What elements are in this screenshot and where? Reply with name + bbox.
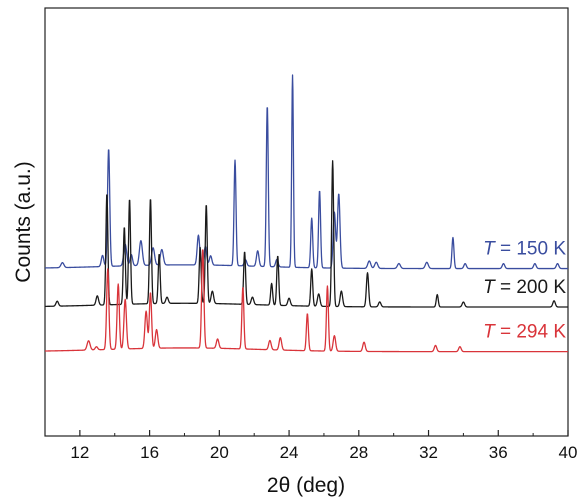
x-tick-label: 40 [559,443,578,462]
series-line-3 [44,249,569,353]
x-tick-label: 36 [489,443,508,462]
series-traces [44,74,569,353]
series-label-3: T = 294 K [483,322,566,343]
x-tick-label: 16 [140,443,159,462]
y-axis-title: Counts (a.u.) [12,161,35,282]
x-tick-label: 24 [280,443,299,462]
series-line-2 [44,160,569,308]
series-label-2: T = 200 K [483,277,566,298]
x-axis-title: 2θ (deg) [267,474,345,497]
series-label-1: T = 150 K [483,239,566,260]
x-tick-label: 28 [349,443,368,462]
series-labels: T = 150 K T = 200 K T = 294 K [483,239,566,343]
x-tick-label: 32 [419,443,438,462]
x-tick-label: 20 [210,443,229,462]
x-axis-ticks: 12 16 20 24 28 32 36 40 [44,430,578,462]
series-line-1 [44,74,569,270]
plot-frame [44,7,569,437]
x-tick-label: 12 [70,443,89,462]
